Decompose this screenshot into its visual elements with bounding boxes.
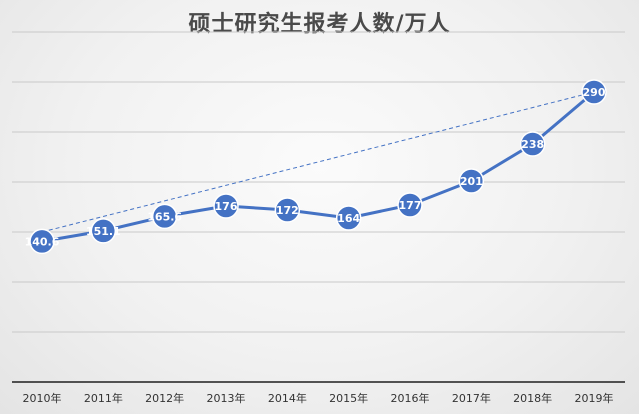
data-point-marker: [581, 79, 607, 105]
data-label: 172: [276, 204, 299, 217]
data-label: 201: [460, 175, 483, 188]
data-point-marker: [458, 168, 485, 194]
x-tick-label: 2017年: [452, 391, 491, 405]
data-label: 164: [337, 212, 360, 225]
data-label: 140.6: [25, 235, 60, 248]
data-label: 165.6: [147, 210, 182, 223]
x-axis: 2010年 2011年 2012年 2013年 2014年 2015年 2016年 2017年…: [12, 381, 625, 405]
series-line-layer: [41, 90, 595, 243]
x-tick-label: 2010年: [23, 391, 62, 405]
x-tick-label: 2012年: [145, 391, 184, 405]
data-point-marker: [29, 228, 55, 255]
x-tick-label: 2014年: [268, 391, 307, 405]
chart-title: 硕士研究生报考人数/万人: [188, 12, 451, 37]
trendline: [41, 91, 595, 233]
x-tick-label: 2019年: [575, 391, 614, 405]
data-label: 176: [215, 200, 238, 213]
data-label: 177: [399, 199, 422, 212]
data-point-marker: [397, 192, 423, 218]
data-label: 290: [583, 86, 606, 99]
gridlines: [12, 31, 625, 333]
data-point-marker: [519, 131, 546, 157]
x-tick-label: 2015年: [329, 391, 368, 405]
x-tick-label: 2018年: [513, 391, 552, 405]
trendline-layer: [41, 91, 595, 233]
x-tick-label: 2013年: [207, 391, 246, 405]
data-point-marker: [274, 197, 301, 223]
data-point-marker: [213, 193, 239, 219]
data-label: 238: [521, 138, 544, 151]
x-tick-label: 2016年: [391, 391, 430, 405]
data-labels-layer: 140.6 151.1 165.6 176 172 164 177 201 238 290: [25, 86, 606, 248]
data-point-marker: [90, 218, 117, 244]
series-line: [41, 90, 595, 243]
data-point-marker: [335, 205, 362, 231]
data-label: 151.1: [86, 225, 121, 238]
markers-layer: [29, 79, 607, 255]
x-tick-label: 2011年: [84, 391, 123, 405]
data-point-marker: [151, 203, 178, 230]
